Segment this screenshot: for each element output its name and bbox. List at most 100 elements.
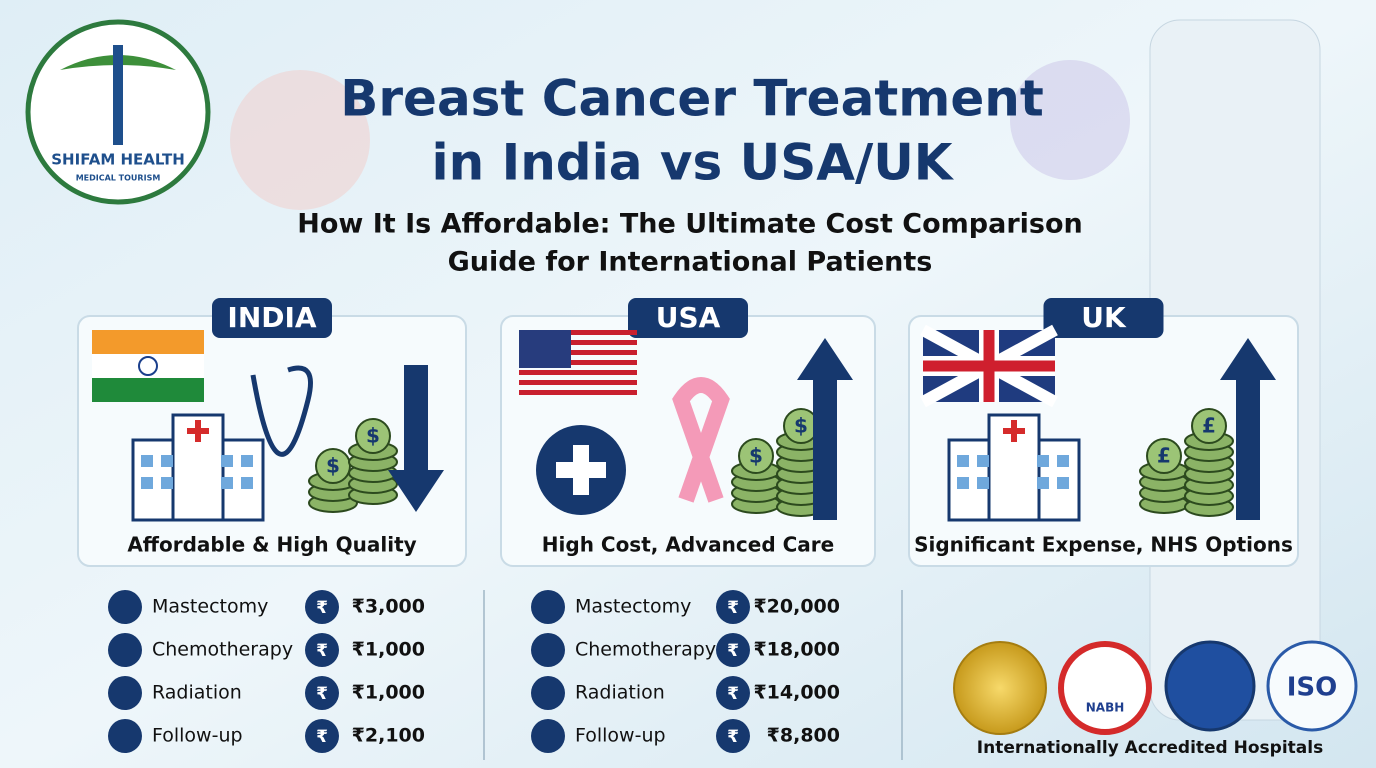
currency-symbol: ₹ — [727, 641, 739, 661]
down-arrow — [388, 365, 444, 512]
treatment-name: Mastectomy — [575, 596, 691, 618]
content: Breast Cancer Treatment in India vs USA/U… — [77, 70, 1358, 760]
window — [241, 455, 253, 467]
currency-symbol: ₹ — [316, 684, 328, 704]
flag-stripe — [519, 380, 637, 385]
flag-stripe — [92, 330, 204, 354]
window — [1057, 477, 1069, 489]
card-caption: Affordable & High Quality — [127, 533, 416, 557]
treatment-name: Follow-up — [575, 725, 666, 747]
coin-face — [738, 438, 774, 474]
coin-face — [1146, 438, 1182, 474]
ribbon-illustration — [230, 70, 370, 210]
subtitle: Guide for International Patients — [448, 247, 933, 278]
cell-illustration — [1010, 60, 1130, 180]
card-label: INDIA — [227, 301, 317, 334]
window — [977, 477, 989, 489]
badge-label: NABH — [1086, 701, 1125, 715]
card-caption: Significant Expense, NHS Options — [914, 533, 1293, 557]
flag-canton — [519, 330, 571, 368]
logo-tagline: MEDICAL TOURISM — [76, 174, 161, 183]
coin-symbol: $ — [366, 424, 380, 448]
row-icon — [531, 633, 565, 667]
window — [221, 477, 233, 489]
card-caption: High Cost, Advanced Care — [542, 533, 834, 557]
card-label: UK — [1081, 301, 1127, 334]
row-icon — [531, 676, 565, 710]
cost: ₹20,000 — [753, 596, 840, 618]
up-arrow — [797, 338, 853, 520]
hospital-cross — [187, 420, 209, 442]
pink-ribbon — [672, 377, 730, 503]
badge-label: ISO — [1287, 673, 1338, 703]
cost: ₹1,000 — [352, 639, 425, 661]
cost: ₹8,800 — [767, 725, 840, 747]
window — [161, 477, 173, 489]
currency-icon — [305, 719, 339, 753]
card-label: USA — [656, 301, 721, 334]
flag-stripe — [519, 330, 637, 335]
currency-icon — [305, 633, 339, 667]
row-icon — [108, 590, 142, 624]
row-icon — [531, 719, 565, 753]
currency-symbol: ₹ — [727, 598, 739, 618]
cost: ₹18,000 — [753, 639, 840, 661]
coin-symbol: $ — [794, 414, 808, 438]
card-tab — [212, 298, 332, 338]
footer: Internationally Accredited Hospitals — [977, 738, 1323, 758]
window — [1057, 455, 1069, 467]
row-icon — [531, 590, 565, 624]
cost: ₹2,100 — [352, 725, 425, 747]
title: in India vs USA/UK — [431, 134, 954, 192]
coin-face — [355, 418, 391, 454]
window — [957, 455, 969, 467]
currency-icon — [716, 590, 750, 624]
up-arrow — [1220, 338, 1276, 520]
row-icon — [108, 633, 142, 667]
coin-symbol: $ — [749, 444, 763, 468]
hospital-cross — [1003, 420, 1025, 442]
row-icon — [108, 719, 142, 753]
badge-nabh — [1058, 641, 1152, 735]
flag-stripe — [92, 378, 204, 402]
window — [221, 455, 233, 467]
window — [141, 455, 153, 467]
currency-icon — [716, 676, 750, 710]
flag-stripe — [519, 340, 637, 345]
currency-icon — [716, 633, 750, 667]
flag-stripe — [519, 390, 637, 395]
row-icon — [108, 676, 142, 710]
badge-iso — [1266, 640, 1358, 732]
title: Breast Cancer Treatment — [340, 70, 1043, 128]
window — [1037, 455, 1049, 467]
currency-symbol: ₹ — [316, 598, 328, 618]
currency-icon — [305, 590, 339, 624]
window — [1037, 477, 1049, 489]
flag-stripe — [519, 370, 637, 375]
cost: ₹1,000 — [352, 682, 425, 704]
coin-symbol: £ — [1157, 444, 1171, 468]
currency-symbol: ₹ — [727, 684, 739, 704]
badge-blue — [1164, 640, 1256, 732]
card-tab — [1043, 298, 1164, 338]
coin-face — [1191, 408, 1227, 444]
window — [161, 455, 173, 467]
subtitle: How It Is Affordable: The Ultimate Cost … — [297, 209, 1083, 240]
currency-symbol: ₹ — [316, 641, 328, 661]
currency-symbol: ₹ — [316, 727, 328, 747]
window — [957, 477, 969, 489]
treatment-name: Mastectomy — [152, 596, 268, 618]
currency-icon — [305, 676, 339, 710]
window — [141, 477, 153, 489]
stethoscope — [250, 365, 313, 457]
treatment-name: Chemotherapy — [575, 639, 716, 661]
card-tab — [628, 298, 748, 338]
treatment-name: Radiation — [152, 682, 242, 704]
treatment-name: Chemotherapy — [152, 639, 293, 661]
cost: ₹14,000 — [753, 682, 840, 704]
currency-symbol: ₹ — [727, 727, 739, 747]
flag-wheel — [138, 356, 158, 376]
medical-cross — [556, 445, 606, 495]
coin-symbol: £ — [1202, 414, 1216, 438]
